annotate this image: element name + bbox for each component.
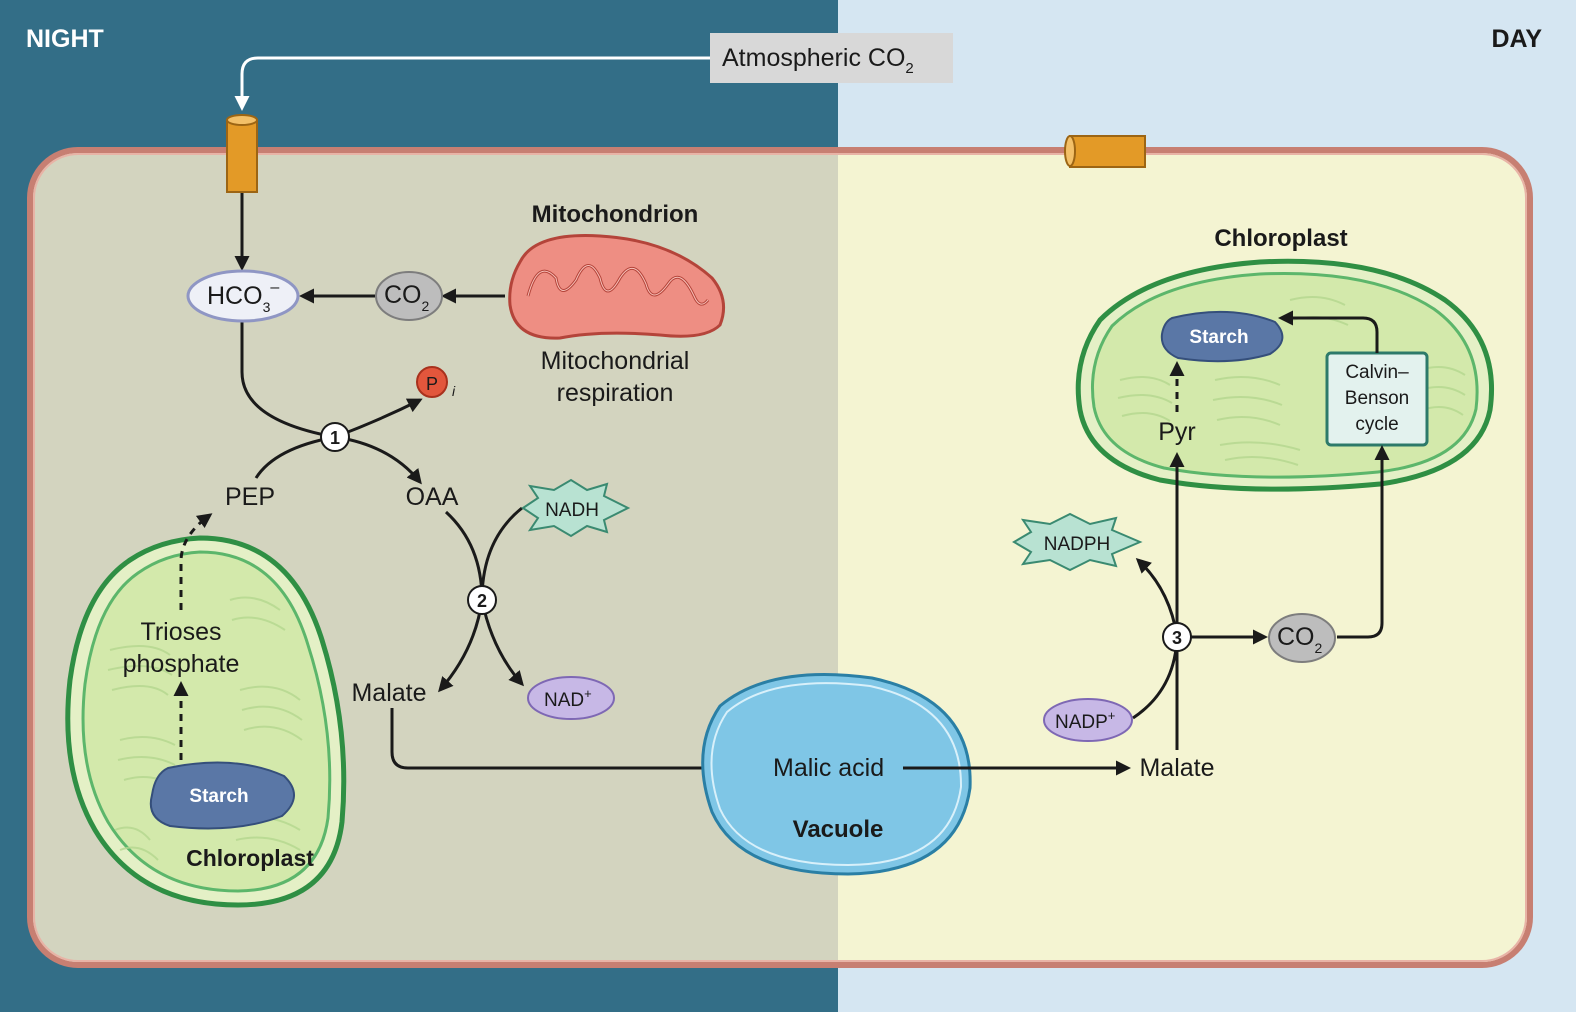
- co2-day-node: CO2: [1268, 613, 1336, 663]
- hco3-superscript: –: [270, 279, 279, 296]
- calvin-benson-cycle-box: Calvin– Benson cycle: [1325, 351, 1429, 447]
- nad-text: NAD: [544, 690, 584, 711]
- step2-marker: 2: [467, 585, 497, 615]
- step1-marker: 1: [320, 422, 350, 452]
- mitochondrial-respiration-line2: respiration: [557, 379, 674, 407]
- step1-number: 1: [330, 428, 340, 448]
- calvin-to-starch-arrow: [1278, 310, 1379, 353]
- day-starch-label: Starch: [1189, 327, 1248, 348]
- pi-text: P: [426, 374, 438, 394]
- mitochondrion-title: Mitochondrion: [532, 201, 699, 228]
- svg-text:CO2: CO2: [384, 281, 430, 314]
- night-label: NIGHT: [26, 25, 104, 53]
- hco3-subscript: 3: [263, 299, 271, 315]
- day-membrane-channel: [1064, 135, 1146, 168]
- atmospheric-co2-subscript: 2: [905, 60, 913, 77]
- step2-number: 2: [477, 591, 487, 611]
- vacuole: [701, 673, 972, 876]
- nadh-text: NADH: [545, 500, 599, 521]
- co2-day-text: CO: [1277, 623, 1315, 651]
- pi-node: P i: [416, 366, 456, 399]
- night-starch-granule: Starch: [149, 761, 295, 830]
- pyr-label: Pyr: [1158, 418, 1196, 446]
- nadp-node: NADP+: [1043, 698, 1133, 742]
- mitochondrion-organelle: [508, 234, 726, 340]
- nadp-superscript: +: [1108, 708, 1116, 723]
- svg-text:NAD+: NAD+: [544, 686, 592, 711]
- trioses-phosphate-line2: phosphate: [123, 650, 240, 678]
- svg-text:CO2: CO2: [1277, 623, 1323, 656]
- hco3-text: HCO: [207, 282, 263, 310]
- atmospheric-co2-arrow: [234, 56, 710, 111]
- co2-night-text: CO: [384, 281, 422, 309]
- hco3-node: HCO3 –: [186, 269, 300, 323]
- nadh-node: NADH: [521, 478, 631, 538]
- co2-night-node: CO2: [375, 271, 443, 321]
- hco3-to-step1-arrow: [240, 322, 336, 439]
- atmospheric-co2-text: Atmospheric CO: [722, 44, 905, 72]
- calvin-benson-line2: Benson: [1345, 388, 1409, 409]
- step3-number: 3: [1172, 628, 1182, 648]
- nadph-node: NADPH: [1012, 512, 1143, 572]
- malate-night-label: Malate: [351, 679, 426, 707]
- pep-label: PEP: [225, 483, 275, 511]
- malate-day-label: Malate: [1139, 754, 1214, 782]
- night-starch-label: Starch: [189, 786, 248, 807]
- oaa-label: OAA: [406, 483, 459, 511]
- co2-to-calvin-arrow: [1337, 445, 1390, 639]
- step3-marker: 3: [1162, 622, 1192, 652]
- pi-subscript: i: [452, 383, 456, 399]
- night-membrane-channel: [226, 114, 258, 193]
- calvin-benson-line1: Calvin–: [1345, 362, 1409, 383]
- svg-text:HCO3–: HCO3 –: [207, 279, 279, 315]
- day-chloroplast-title: Chloroplast: [1214, 225, 1347, 252]
- nad-superscript: +: [584, 686, 592, 701]
- svg-text:NADP+: NADP+: [1055, 708, 1115, 733]
- nad-node: NAD+: [527, 676, 615, 720]
- trioses-phosphate-line1: Trioses: [140, 618, 221, 646]
- malate-to-malic-acid-arrow: [390, 708, 766, 776]
- nadp-text: NADP: [1055, 712, 1108, 733]
- day-label: DAY: [1492, 25, 1543, 53]
- malic-acid-label: Malic acid: [773, 754, 884, 782]
- co2-night-subscript: 2: [422, 298, 430, 314]
- mitochondrial-respiration-line1: Mitochondrial: [541, 347, 690, 375]
- nadph-text: NADPH: [1044, 534, 1111, 555]
- night-chloroplast-title: Chloroplast: [186, 845, 314, 871]
- vacuole-title: Vacuole: [793, 816, 884, 843]
- atmospheric-co2-box: Atmospheric CO2: [710, 33, 953, 83]
- svg-text:Atmospheric CO2: Atmospheric CO2: [722, 44, 914, 77]
- co2-day-subscript: 2: [1315, 640, 1323, 656]
- day-starch-granule: Starch: [1160, 310, 1284, 363]
- day-chloroplast-organelle: [1075, 258, 1495, 492]
- calvin-benson-line3: cycle: [1355, 414, 1398, 435]
